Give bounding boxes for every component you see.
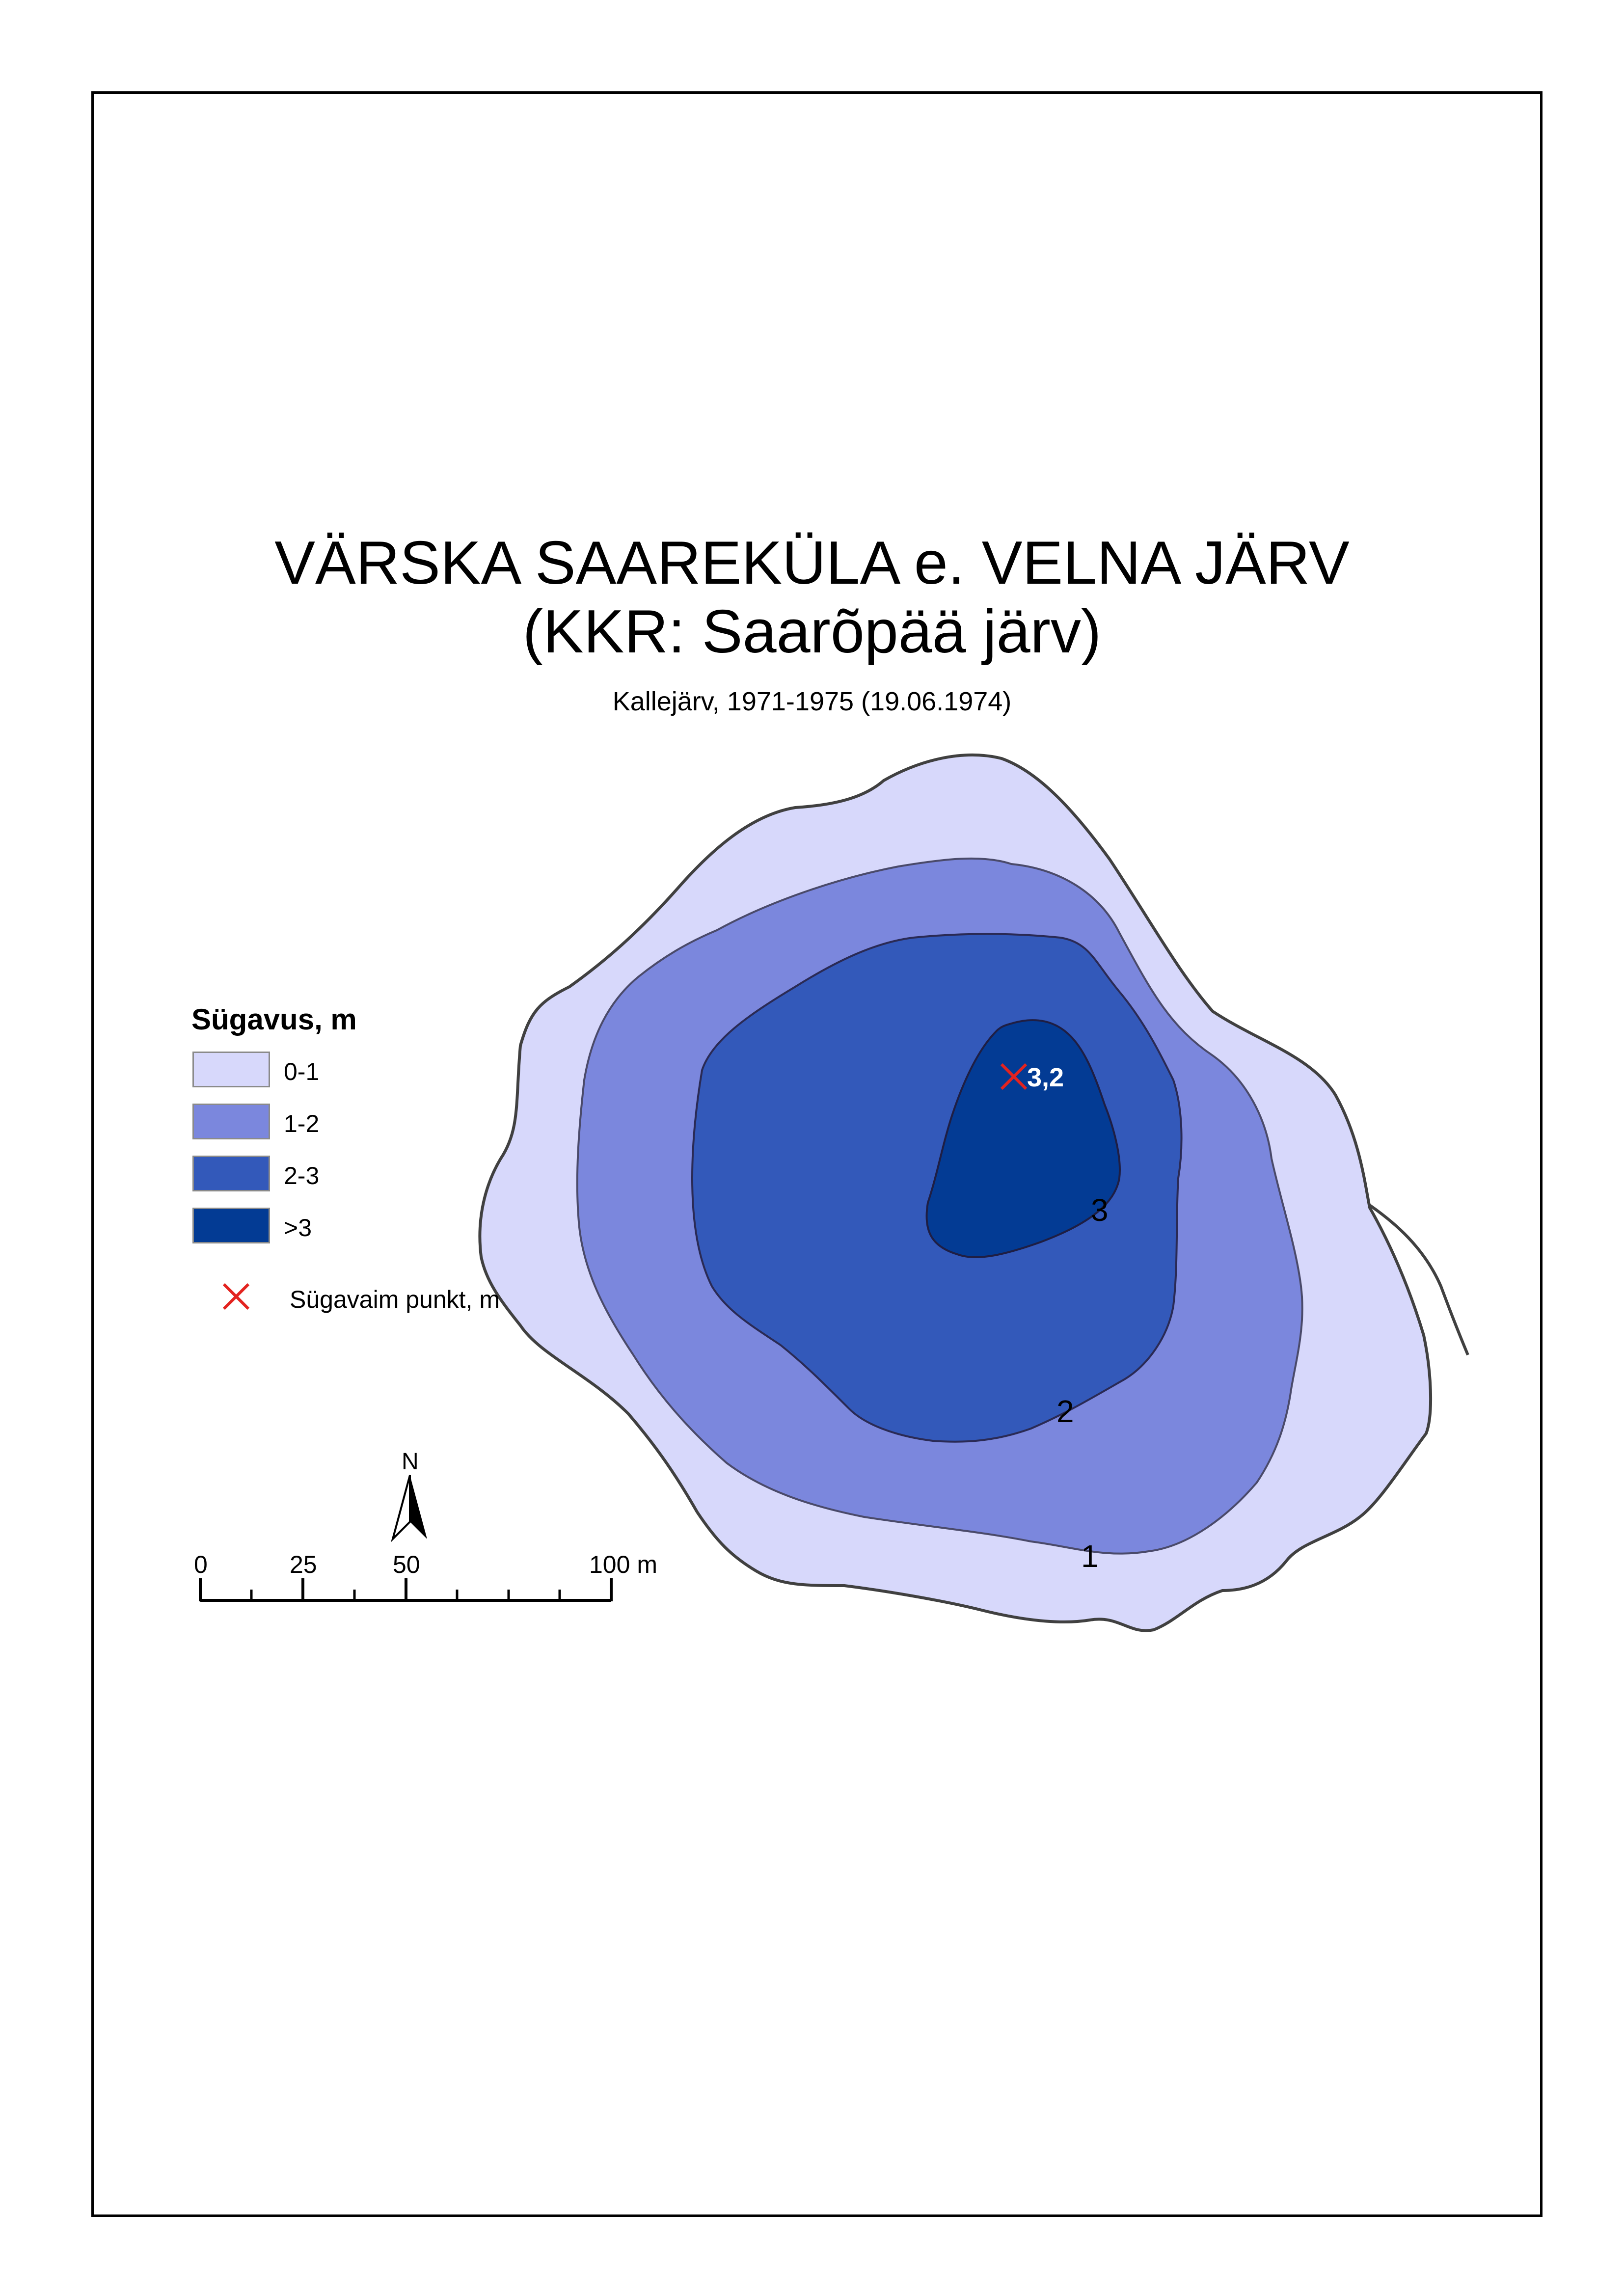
contour-label-2: 2 (1056, 1394, 1074, 1429)
north-arrow-icon (391, 1475, 427, 1542)
deepest-point-legend-icon (222, 1283, 250, 1310)
scale-bar (199, 1578, 613, 1602)
legend-label-deepest-point: Sügavaim punkt, m (290, 1286, 500, 1313)
scale-label-25: 25 (290, 1551, 317, 1578)
legend-swatch-deeper-than-3 (192, 1208, 270, 1243)
legend-label-deeper-than-3: >3 (284, 1214, 312, 1242)
map-subtitle: Kallejärv, 1971-1975 (19.06.1974) (612, 687, 1012, 716)
legend-label-1-2: 1-2 (284, 1110, 320, 1137)
map-title-line-2: (KKR: Saarõpää järv) (522, 598, 1102, 666)
depth-zone-deeper-than-3 (925, 1019, 1121, 1258)
legend-title: Sügavus, m (191, 1003, 357, 1036)
legend-swatch-1-2 (192, 1104, 270, 1139)
north-label: N (402, 1449, 419, 1475)
deepest-point-marker (1000, 1063, 1028, 1090)
contour-label-3: 3 (1091, 1192, 1109, 1228)
scale-label-0: 0 (194, 1551, 208, 1578)
stream (1369, 1204, 1469, 1356)
deepest-point-value: 3,2 (1027, 1063, 1064, 1092)
legend-swatch-2-3 (192, 1156, 270, 1191)
legend-label-0-1: 0-1 (284, 1058, 320, 1085)
legend-label-2-3: 2-3 (284, 1162, 320, 1189)
scale-label-100: 100 m (589, 1551, 657, 1578)
scale-label-50: 50 (393, 1551, 420, 1578)
contour-label-1: 1 (1081, 1539, 1099, 1574)
map-title-line-1: VÄRSKA SAAREKÜLA e. VELNA JÄRV (274, 529, 1350, 597)
map-frame (91, 91, 1543, 2217)
legend-swatch-0-1 (192, 1052, 270, 1087)
